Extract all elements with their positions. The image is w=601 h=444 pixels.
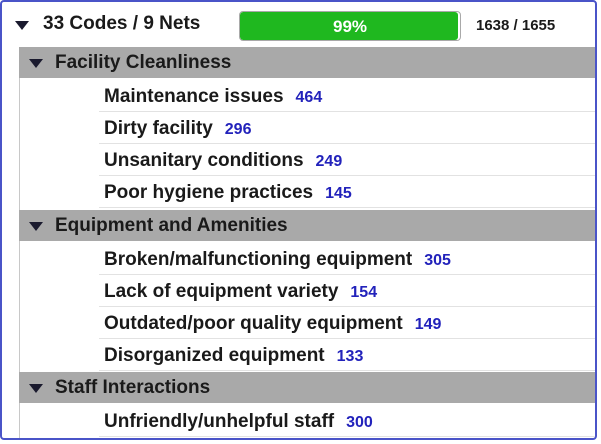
category-header-equipment-and-amenities[interactable]: Equipment and Amenities xyxy=(19,210,595,241)
code-label: Poor hygiene practices xyxy=(104,182,314,203)
category-title: Equipment and Amenities xyxy=(55,215,288,236)
code-row[interactable]: Unsanitary conditions 249 xyxy=(99,144,595,176)
progress-bar: 99% xyxy=(239,11,461,41)
progress-fill xyxy=(240,12,458,40)
code-row[interactable]: Dirty facility 296 xyxy=(99,112,595,144)
code-label: Dirty facility xyxy=(104,118,213,139)
code-row[interactable]: Lack of equipment variety 154 xyxy=(99,275,595,307)
code-label: Outdated/poor quality equipment xyxy=(104,313,403,334)
progress-percent: 99% xyxy=(332,17,368,36)
caret-down-icon[interactable] xyxy=(29,59,43,68)
code-row[interactable]: Unfriendly/unhelpful staff 300 xyxy=(99,405,595,437)
category-header-facility-cleanliness[interactable]: Facility Cleanliness xyxy=(19,47,595,78)
caret-down-icon[interactable] xyxy=(15,21,29,30)
code-label: Maintenance issues xyxy=(104,86,284,107)
code-count: 154 xyxy=(350,284,378,301)
summary-row: 33 Codes / 9 Nets 99% 1638 / 1655 xyxy=(2,2,595,46)
code-count: 296 xyxy=(224,121,252,138)
code-count: 300 xyxy=(346,414,373,431)
code-count: 149 xyxy=(414,316,442,333)
progress-count: 1638 / 1655 xyxy=(476,17,556,34)
code-label: Lack of equipment variety xyxy=(104,281,339,302)
code-label: Unfriendly/unhelpful staff xyxy=(104,411,335,432)
tree-guide xyxy=(19,49,20,215)
code-row[interactable]: Maintenance issues 464 xyxy=(99,80,595,112)
category-title: Staff Interactions xyxy=(55,377,211,398)
code-count: 133 xyxy=(336,348,364,365)
category-title: Facility Cleanliness xyxy=(55,52,232,73)
tree-guide xyxy=(19,212,20,378)
category-header-staff-interactions[interactable]: Staff Interactions xyxy=(19,372,595,403)
caret-down-icon[interactable] xyxy=(29,222,43,231)
code-row[interactable]: Disorganized equipment 133 xyxy=(99,339,595,371)
code-label: Disorganized equipment xyxy=(104,345,325,366)
code-label: Unsanitary conditions xyxy=(104,150,304,171)
code-row[interactable]: Outdated/poor quality equipment 149 xyxy=(99,307,595,339)
code-count: 145 xyxy=(325,185,352,202)
caret-down-icon[interactable] xyxy=(29,384,43,393)
code-row[interactable]: Poor hygiene practices 145 xyxy=(99,176,595,208)
tree-guide xyxy=(19,374,20,438)
summary-label: 33 Codes / 9 Nets xyxy=(43,13,201,34)
code-count: 464 xyxy=(295,89,323,106)
code-count: 249 xyxy=(315,153,343,170)
code-label: Broken/malfunctioning equipment xyxy=(104,249,413,270)
code-row[interactable]: Broken/malfunctioning equipment 305 xyxy=(99,243,595,275)
code-count: 305 xyxy=(424,252,451,269)
